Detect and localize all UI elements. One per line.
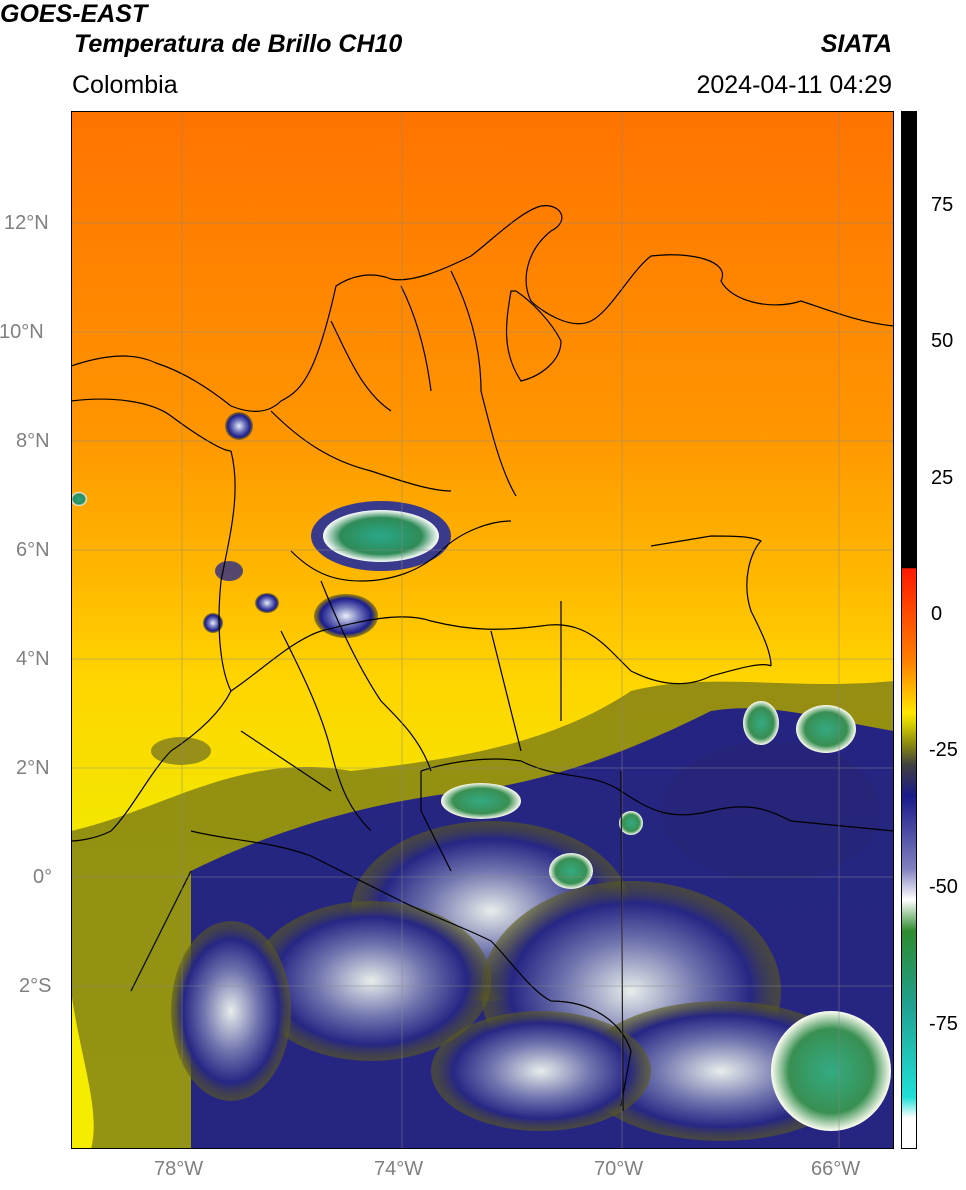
cbar-tick-neg50: -50	[929, 876, 958, 898]
map-frame	[71, 111, 894, 1149]
coastline-borders	[71, 205, 894, 1112]
lat-label-2n: 2°N	[16, 757, 50, 779]
convective-cloud-field	[71, 681, 894, 1149]
datetime-label: 2024-04-11 04:29	[696, 71, 892, 99]
brightness-temperature-map	[71, 111, 894, 1149]
lat-label-2s: 2°S	[19, 975, 52, 997]
organization-label: SIATA	[820, 30, 892, 58]
isolated-storms	[71, 412, 451, 765]
product-title: Temperatura de Brillo CH10	[74, 30, 403, 58]
lat-label-8n: 8°N	[16, 430, 50, 452]
region-label: Colombia	[72, 71, 178, 99]
cbar-tick-neg25: -25	[929, 739, 958, 761]
lat-label-4n: 4°N	[16, 648, 50, 670]
lat-label-0: 0°	[33, 866, 53, 888]
cbar-tick-25: 25	[931, 467, 954, 489]
cbar-tick-neg75: -75	[929, 1013, 958, 1035]
gridlines	[71, 111, 894, 1149]
cbar-tick-0: 0	[931, 603, 943, 625]
lon-label-66w: 66°W	[811, 1158, 861, 1180]
lat-label-12n: 12°N	[4, 212, 49, 234]
lon-label-78w: 78°W	[154, 1158, 204, 1180]
satellite-title: GOES-EAST	[0, 0, 148, 28]
temperature-colorbar	[901, 111, 917, 1149]
lat-label-10n: 10°N	[0, 321, 44, 343]
cbar-tick-75: 75	[931, 194, 954, 216]
lon-label-70w: 70°W	[594, 1158, 644, 1180]
lat-label-6n: 6°N	[16, 539, 50, 561]
cbar-tick-50: 50	[931, 330, 954, 352]
lon-label-74w: 74°W	[374, 1158, 424, 1180]
